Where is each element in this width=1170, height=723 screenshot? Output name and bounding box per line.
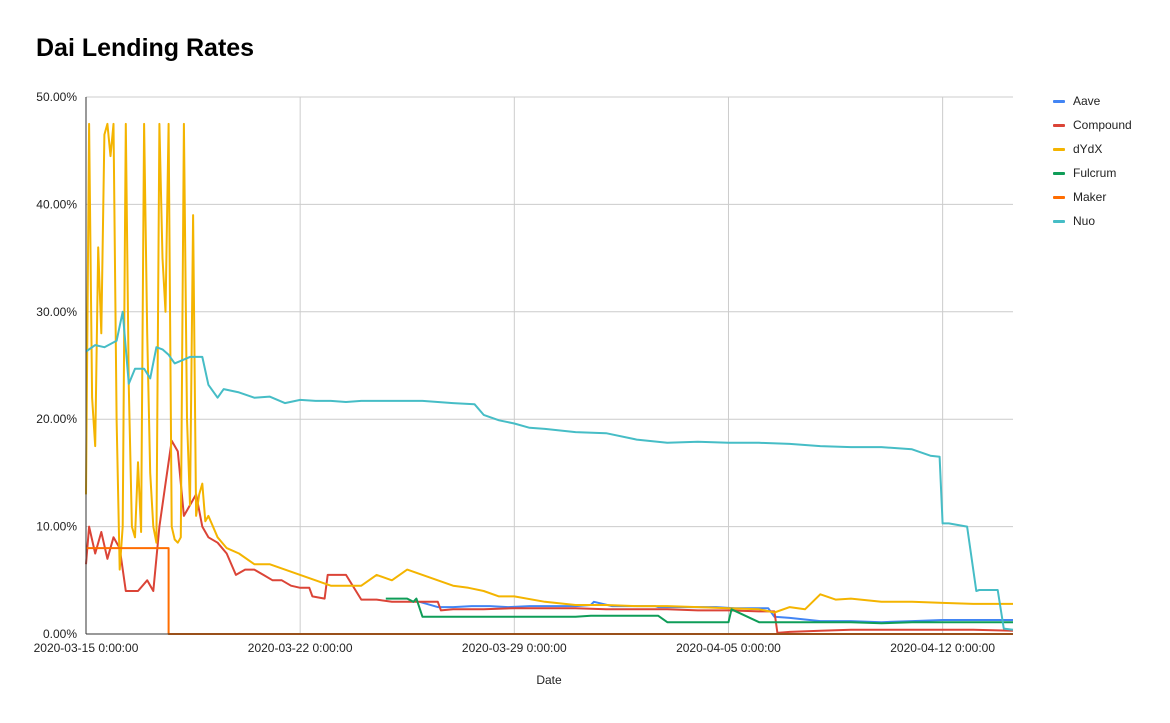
y-tick-label: 20.00% xyxy=(36,412,77,426)
axes xyxy=(85,97,1013,635)
legend-swatch xyxy=(1053,219,1065,223)
legend-item-dydx: dYdX xyxy=(1053,137,1132,161)
legend-item-aave: Aave xyxy=(1053,89,1132,113)
legend-label: Aave xyxy=(1073,94,1101,108)
x-axis-title: Date xyxy=(536,673,562,687)
legend-swatch xyxy=(1053,147,1065,151)
x-tick-label: 2020-03-22 0:00:00 xyxy=(248,641,353,655)
grid-lines xyxy=(86,96,1013,634)
series-line-nuo xyxy=(85,310,1014,631)
legend-item-maker: Maker xyxy=(1053,185,1132,209)
series-line-dydx xyxy=(85,122,1013,614)
series-line-aave xyxy=(419,600,1013,624)
legend-swatch xyxy=(1053,195,1065,199)
legend-item-nuo: Nuo xyxy=(1053,209,1132,233)
y-tick-label: 0.00% xyxy=(43,627,77,641)
legend-label: Fulcrum xyxy=(1073,166,1117,180)
legend-label: Maker xyxy=(1073,190,1107,204)
x-tick-label: 2020-03-29 0:00:00 xyxy=(462,641,567,655)
chart-title: Dai Lending Rates xyxy=(36,34,255,62)
series-line-compound xyxy=(85,439,1014,634)
x-tick-labels: 2020-03-15 0:00:00 2020-03-22 0:00:00 2020… xyxy=(34,641,996,655)
legend-label: Nuo xyxy=(1073,214,1096,228)
legend-label: Compound xyxy=(1073,118,1132,132)
x-tick-label: 2020-03-15 0:00:00 xyxy=(34,641,139,655)
legend-swatch xyxy=(1053,99,1065,103)
y-tick-label: 50.00% xyxy=(36,90,77,104)
legend-swatch xyxy=(1053,123,1065,127)
legend: Aave Compound dYdX Fulcrum Maker Nuo xyxy=(1053,89,1132,233)
y-tick-label: 10.00% xyxy=(36,520,77,534)
legend-item-compound: Compound xyxy=(1053,113,1132,137)
x-tick-label: 2020-04-12 0:00:00 xyxy=(890,641,995,655)
y-tick-labels: 0.00% 10.00% 20.00% 30.00% 40.00% 50.00% xyxy=(36,90,77,641)
series-line-fulcrum xyxy=(385,597,1013,625)
legend-label: dYdX xyxy=(1073,142,1103,156)
y-tick-label: 40.00% xyxy=(36,197,77,211)
x-tick-label: 2020-04-05 0:00:00 xyxy=(676,641,781,655)
y-tick-label: 30.00% xyxy=(36,305,77,319)
legend-item-fulcrum: Fulcrum xyxy=(1053,161,1132,185)
series-lines xyxy=(85,122,1014,635)
legend-swatch xyxy=(1053,171,1065,175)
